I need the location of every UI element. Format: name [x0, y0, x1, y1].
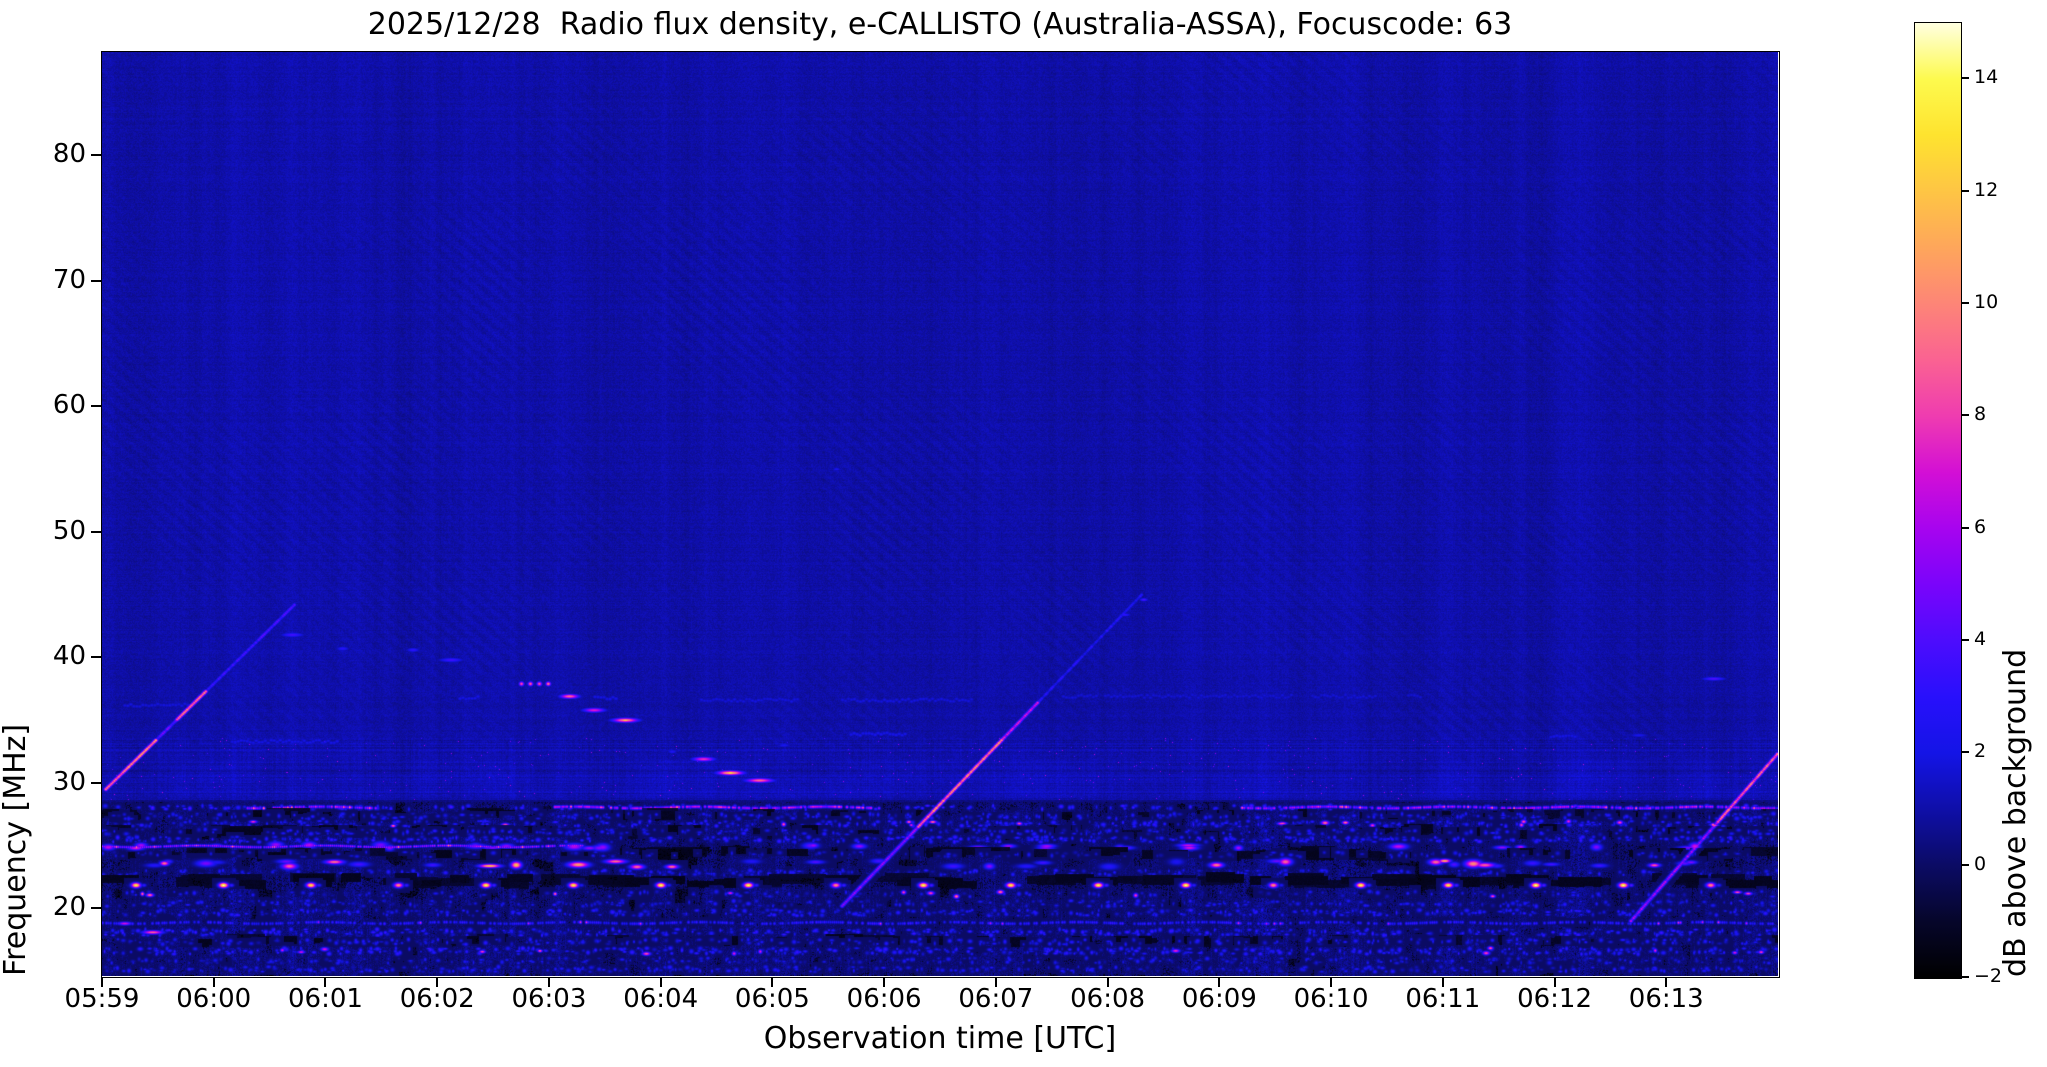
colorbar-gradient [1915, 23, 1961, 978]
x-tick-label: 06:05 [734, 984, 810, 1014]
colorbar-tick-label: 4 [1974, 627, 1987, 650]
colorbar-tick-mark [1961, 863, 1969, 866]
x-tick-mark [547, 977, 550, 987]
colorbar-tick-mark [1961, 638, 1969, 641]
x-tick-label: 06:06 [846, 984, 922, 1014]
x-tick-mark [659, 977, 662, 987]
y-tick-mark [91, 530, 102, 533]
x-tick-mark [771, 977, 774, 987]
x-tick-label: 06:02 [399, 984, 475, 1014]
colorbar-tick-label: 14 [1974, 66, 1999, 89]
y-tick-mark [91, 907, 102, 909]
colorbar-label: dB above background [1998, 648, 2033, 977]
colorbar-tick-mark [1961, 976, 1969, 978]
colorbar-tick-label: 2 [1974, 740, 1987, 763]
y-tick-mark [91, 781, 102, 784]
x-tick-label: 06:09 [1181, 984, 1257, 1014]
spectrogram-canvas [102, 52, 1778, 976]
colorbar-tick-label: 6 [1974, 515, 1987, 538]
y-axis-label: Frequency [MHz] [0, 723, 33, 976]
x-tick-mark [101, 977, 103, 987]
x-tick-mark [436, 977, 439, 987]
x-tick-label: 06:00 [176, 984, 252, 1014]
y-tick-label: 20 [52, 892, 86, 922]
y-tick-mark [91, 279, 102, 282]
x-tick-label: 06:04 [623, 984, 699, 1014]
x-tick-mark [1330, 977, 1333, 987]
colorbar-tick-mark [1961, 77, 1969, 80]
x-tick-label: 06:01 [287, 984, 363, 1014]
colorbar-tick-mark [1961, 751, 1969, 754]
y-tick-label: 60 [52, 390, 86, 420]
colorbar-tick-mark [1961, 189, 1969, 192]
x-tick-mark [883, 977, 886, 987]
y-tick-mark [91, 656, 102, 658]
chart-title: 2025/12/28 Radio flux density, e-CALLIST… [367, 7, 1513, 42]
x-axis-label: Observation time [UTC] [763, 1021, 1117, 1056]
colorbar-tick-label: 12 [1974, 178, 1999, 201]
x-tick-label: 06:13 [1628, 984, 1704, 1014]
x-tick-label: 06:11 [1405, 984, 1481, 1014]
colorbar-tick-mark [1961, 301, 1969, 304]
colorbar-tick-label: 8 [1974, 403, 1987, 426]
x-tick-mark [212, 977, 215, 987]
x-tick-mark [994, 977, 997, 987]
colorbar-tick-label: 0 [1974, 852, 1987, 875]
y-tick-mark [91, 405, 102, 407]
y-tick-label: 70 [52, 264, 86, 295]
y-tick-mark [91, 154, 102, 156]
x-tick-mark [324, 977, 327, 987]
x-tick-label: 06:03 [511, 984, 587, 1014]
x-tick-mark [1665, 977, 1668, 987]
colorbar-tick-label: 10 [1974, 290, 1999, 313]
y-tick-label: 40 [52, 641, 86, 671]
x-tick-label: 06:10 [1293, 984, 1369, 1014]
y-tick-label: 50 [52, 515, 86, 546]
y-tick-label: 30 [52, 766, 86, 797]
x-tick-label: 06:12 [1517, 984, 1592, 1014]
colorbar [1914, 22, 1962, 979]
x-tick-mark [1441, 977, 1444, 987]
x-tick-mark [1218, 977, 1221, 987]
y-tick-label: 80 [52, 139, 86, 169]
x-tick-mark [1106, 977, 1109, 987]
colorbar-tick-mark [1961, 414, 1969, 417]
x-tick-label: 05:59 [64, 984, 140, 1014]
colorbar-tick-mark [1961, 526, 1969, 529]
colorbar-tick-label: −2 [1974, 965, 2003, 987]
x-tick-label: 06:07 [958, 984, 1034, 1014]
x-tick-label: 06:08 [1070, 984, 1146, 1014]
x-tick-mark [1553, 977, 1556, 987]
plot-frame [101, 51, 1780, 978]
